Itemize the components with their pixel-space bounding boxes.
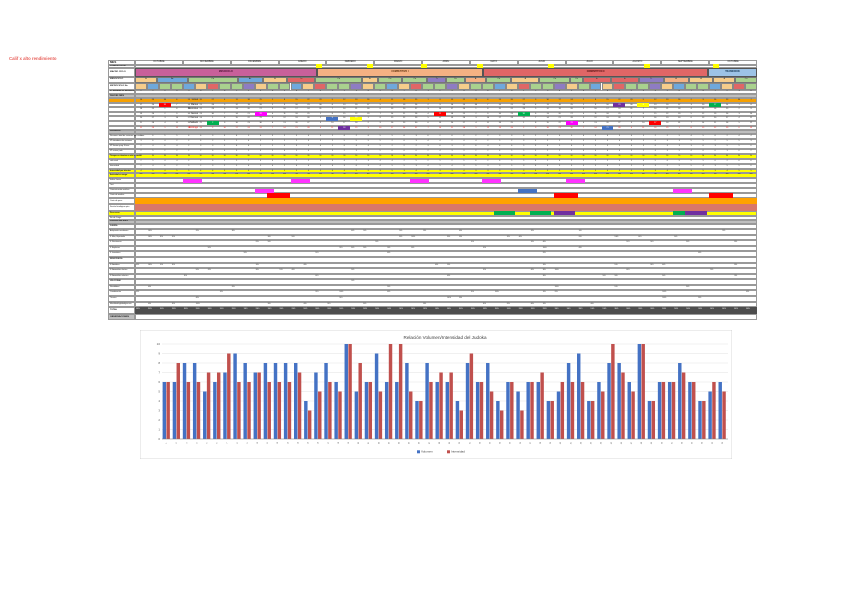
svg-text:Intensidad: Intensidad xyxy=(451,450,465,454)
svg-text:Volumen: Volumen xyxy=(421,450,433,454)
svg-text:10: 10 xyxy=(157,342,161,346)
svg-text:Relación Volumen/Intensidad de: Relación Volumen/Intensidad del Judoka xyxy=(404,335,487,340)
